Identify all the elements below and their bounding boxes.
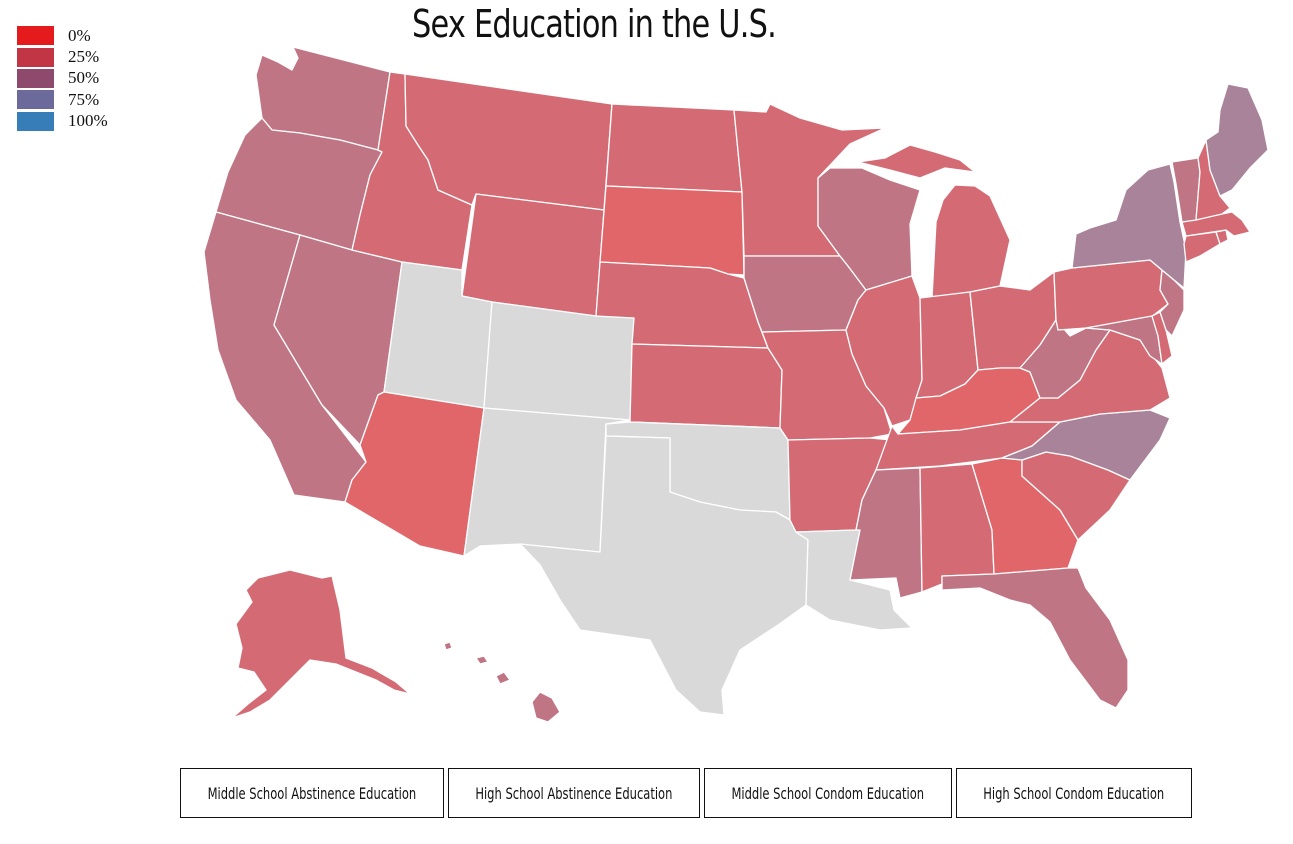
button-label: High School Condom Education (983, 783, 1165, 803)
legend-swatch (17, 90, 54, 110)
page-title: Sex Education in the U.S. (412, 2, 777, 46)
state-hawaii[interactable] (443, 641, 561, 723)
middle-school-condom-button[interactable]: Middle School Condom Education (704, 768, 952, 818)
color-legend: 0% 25% 50% 75% 100% (17, 25, 108, 132)
legend-swatch (17, 47, 54, 67)
legend-label: 0% (68, 25, 91, 45)
state-wyoming[interactable] (461, 193, 605, 317)
button-label: Middle School Abstinence Education (207, 783, 417, 803)
legend-label: 50% (68, 68, 100, 88)
state-wisconsin[interactable] (817, 167, 921, 291)
state-colorado[interactable] (483, 301, 635, 421)
state-texas[interactable] (519, 435, 809, 716)
legend-item: 50% (17, 68, 108, 89)
button-label: Middle School Condom Education (731, 783, 925, 803)
legend-item: 0% (17, 25, 108, 46)
legend-label: 75% (68, 89, 100, 109)
state-west-virginia[interactable] (1019, 319, 1111, 399)
high-school-condom-button[interactable]: High School Condom Education (956, 768, 1192, 818)
button-label: High School Abstinence Education (475, 783, 673, 803)
legend-item: 75% (17, 89, 108, 110)
state-north-dakota[interactable] (605, 103, 743, 193)
state-connecticut[interactable] (1183, 231, 1221, 263)
legend-swatch (17, 68, 54, 88)
high-school-abstinence-button[interactable]: High School Abstinence Education (448, 768, 700, 818)
legend-label: 25% (68, 47, 100, 67)
state-florida[interactable] (941, 567, 1129, 709)
middle-school-abstinence-button[interactable]: Middle School Abstinence Education (180, 768, 444, 818)
legend-item: 100% (17, 111, 108, 132)
legend-label: 100% (68, 111, 108, 131)
state-massachusetts[interactable] (1181, 211, 1251, 237)
state-new-york[interactable] (1071, 163, 1187, 289)
legend-item: 25% (17, 46, 108, 67)
legend-swatch (17, 111, 54, 131)
state-alaska[interactable] (231, 569, 411, 719)
state-illinois[interactable] (845, 275, 923, 427)
state-kansas[interactable] (629, 343, 783, 429)
state-maine[interactable] (1205, 83, 1269, 197)
state-iowa[interactable] (743, 255, 867, 333)
state-south-dakota[interactable] (599, 185, 745, 276)
legend-swatch (17, 26, 54, 46)
